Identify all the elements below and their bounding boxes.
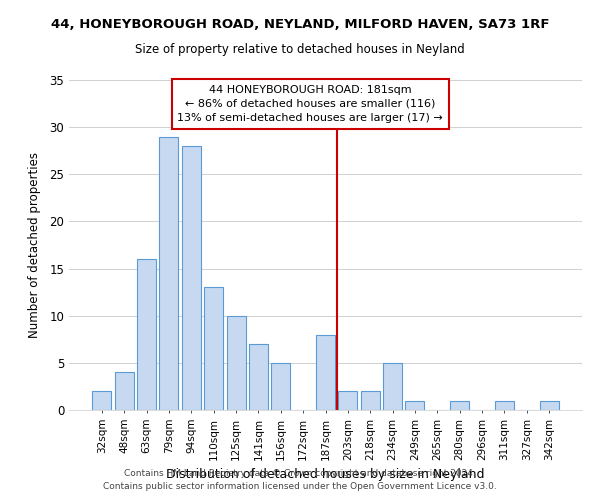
Bar	[361, 391, 380, 410]
Bar	[338, 391, 358, 410]
Bar	[249, 344, 268, 410]
Bar	[383, 363, 402, 410]
Bar	[495, 400, 514, 410]
Bar	[182, 146, 201, 410]
Bar	[227, 316, 245, 410]
Text: Contains public sector information licensed under the Open Government Licence v3: Contains public sector information licen…	[103, 482, 497, 491]
Bar	[160, 136, 178, 410]
Bar	[450, 400, 469, 410]
Bar	[115, 372, 134, 410]
Bar	[204, 288, 223, 410]
Bar	[137, 259, 156, 410]
Bar	[406, 400, 424, 410]
Bar	[92, 391, 112, 410]
Bar	[539, 400, 559, 410]
Text: 44, HONEYBOROUGH ROAD, NEYLAND, MILFORD HAVEN, SA73 1RF: 44, HONEYBOROUGH ROAD, NEYLAND, MILFORD …	[51, 18, 549, 30]
Text: 44 HONEYBOROUGH ROAD: 181sqm
← 86% of detached houses are smaller (116)
13% of s: 44 HONEYBOROUGH ROAD: 181sqm ← 86% of de…	[177, 85, 443, 123]
Bar	[271, 363, 290, 410]
Y-axis label: Number of detached properties: Number of detached properties	[28, 152, 41, 338]
Text: Size of property relative to detached houses in Neyland: Size of property relative to detached ho…	[135, 42, 465, 56]
Bar	[316, 334, 335, 410]
Text: Contains HM Land Registry data © Crown copyright and database right 2024.: Contains HM Land Registry data © Crown c…	[124, 468, 476, 477]
X-axis label: Distribution of detached houses by size in Neyland: Distribution of detached houses by size …	[166, 468, 485, 481]
